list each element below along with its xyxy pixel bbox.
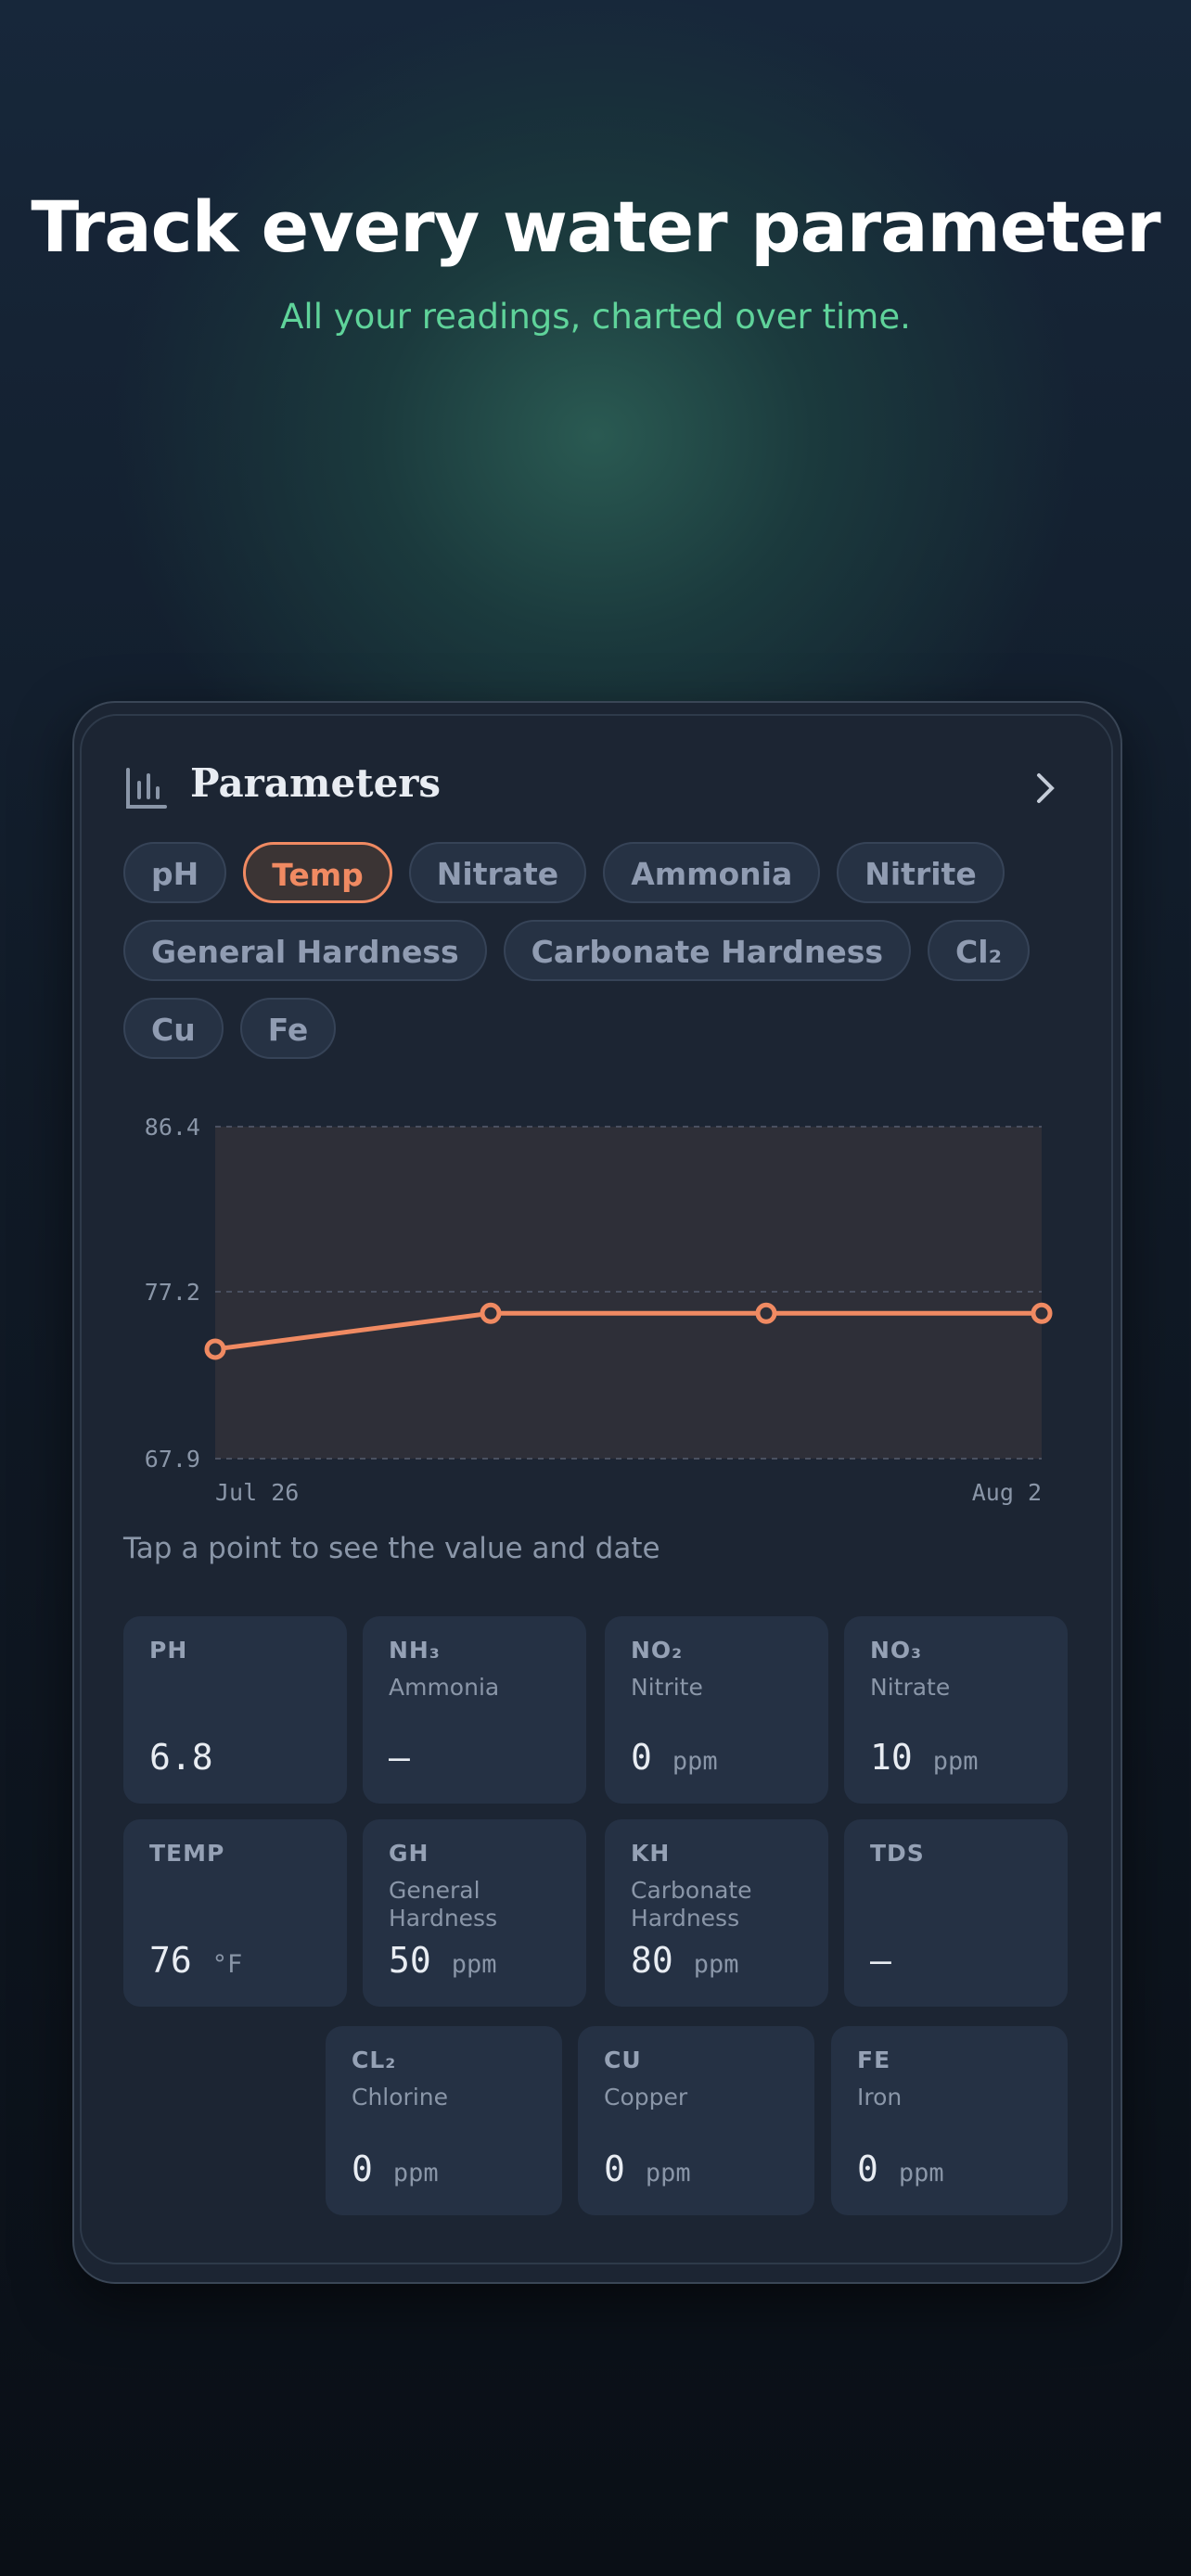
tile: CU Copper 0 ppm (578, 2026, 814, 2215)
tile-value-row: 50 ppm (389, 1940, 497, 1981)
y-tick-label: 86.4 (145, 1114, 200, 1141)
tile-value-row: 6.8 (149, 1737, 213, 1778)
tile-value: 10 (870, 1737, 913, 1778)
tile: TEMP 76 °F (123, 1819, 347, 2007)
tile-value: 76 (149, 1940, 192, 1981)
point[interactable] (480, 1302, 502, 1324)
chip[interactable]: Ammonia (603, 842, 821, 903)
tile: PH 6.8 (123, 1616, 347, 1804)
chip[interactable]: Nitrate (408, 842, 587, 903)
tile-value-row: — (870, 1940, 891, 1981)
chart: 67.9 77.2 86.4 Jul 26 Aug 2 (145, 1114, 1053, 1506)
tile-value-row: 10 ppm (870, 1737, 979, 1778)
tile-value: 0 (604, 2149, 625, 2189)
tile-sublabel: Nitrate (870, 1674, 951, 1701)
tile-label: KH (631, 1840, 671, 1867)
tile-unit: ppm (898, 2159, 944, 2187)
chip-row: pH Temp Nitrate Ammonia Nitrite General Hardn… (123, 842, 1079, 1059)
tile: NO₂ Nitrite 0 ppm (605, 1616, 828, 1804)
chip[interactable]: Temp (243, 842, 392, 903)
tile: TDS — (844, 1819, 1068, 2007)
point[interactable] (204, 1338, 226, 1360)
tile-sublabel: Copper (604, 2084, 688, 2111)
tile: NH₃ Ammonia — (363, 1616, 586, 1804)
point[interactable] (1031, 1302, 1053, 1324)
tile-label: PH (149, 1637, 188, 1664)
tile: GH General Hardness 50 ppm (363, 1819, 586, 2007)
tile-label: FE (857, 2047, 891, 2073)
tile-label: NO₃ (870, 1637, 923, 1664)
card-inner (80, 714, 1113, 2264)
tile-sublabel: Iron (857, 2084, 903, 2111)
tile-value: 0 (631, 1737, 652, 1778)
tile-label: CU (604, 2047, 642, 2073)
chip[interactable]: Fe (239, 998, 337, 1059)
tile-value: 0 (352, 2149, 373, 2189)
line (214, 1310, 1042, 1352)
chip[interactable]: Cl₂ (928, 920, 1031, 981)
tile-unit: ppm (451, 1950, 497, 1979)
chip[interactable]: Cu (123, 998, 224, 1059)
y-tick-label: 77.2 (145, 1279, 200, 1306)
tile-sublabel: Nitrite (631, 1674, 703, 1701)
tile-unit: °F (211, 1950, 243, 1979)
tile-value: — (389, 1737, 410, 1778)
tile-sublabel: Chlorine (352, 2084, 448, 2111)
tile-value: 80 (631, 1940, 673, 1981)
x-tick-label: Jul 26 (215, 1479, 299, 1506)
chip[interactable]: Nitrite (837, 842, 1005, 903)
tile-unit: ppm (672, 1747, 718, 1776)
tile-value: 6.8 (149, 1737, 213, 1778)
tile-value-row: 0 ppm (352, 2149, 439, 2189)
tile-label: TDS (870, 1840, 925, 1867)
point[interactable] (755, 1302, 777, 1324)
chip[interactable]: pH (123, 842, 227, 903)
card-title: Parameters (190, 760, 442, 806)
tile-value-row: 0 ppm (857, 2149, 944, 2189)
tile-sublabel: Ammonia (389, 1674, 500, 1701)
tile: KH Carbonate Hardness 80 ppm (605, 1819, 828, 2007)
tile-label: NO₂ (631, 1637, 684, 1664)
tile-unit: ppm (645, 2159, 691, 2187)
tile: FE Iron 0 ppm (831, 2026, 1068, 2215)
chip[interactable]: General Hardness (123, 920, 487, 981)
headline: Track every water parameter (31, 185, 1160, 268)
tile-value: 50 (389, 1940, 431, 1981)
tile-unit: ppm (392, 2159, 439, 2187)
tile-unit: ppm (932, 1747, 979, 1776)
tile-label: NH₃ (389, 1637, 441, 1664)
tile-value-row: 80 ppm (631, 1940, 739, 1981)
tile-value-row: 76 °F (149, 1940, 242, 1981)
chart-icon (126, 768, 167, 809)
y-tick-label: 67.9 (145, 1446, 200, 1473)
tile-unit: ppm (693, 1950, 739, 1979)
tile-sublabel: General Hardness (389, 1877, 498, 1932)
tile-value: 0 (857, 2149, 878, 2189)
tile-value-row: 0 ppm (604, 2149, 691, 2189)
tile-value: — (870, 1940, 891, 1981)
chip[interactable]: Carbonate Hardness (503, 920, 912, 981)
chevron[interactable] (1031, 772, 1059, 805)
tile-value-row: — (389, 1737, 410, 1778)
tile-value-row: 0 ppm (631, 1737, 718, 1778)
tile: CL₂ Chlorine 0 ppm (326, 2026, 562, 2215)
tile-label: TEMP (149, 1840, 225, 1867)
x-tick-label: Aug 2 (972, 1479, 1042, 1506)
tile-label: GH (389, 1840, 429, 1867)
tile-label: CL₂ (352, 2047, 397, 2073)
hint: Tap a point to see the value and date (123, 1532, 660, 1565)
tile: NO₃ Nitrate 10 ppm (844, 1616, 1068, 1804)
subtitle: All your readings, charted over time. (280, 297, 911, 337)
tile-sublabel: Carbonate Hardness (631, 1877, 752, 1932)
